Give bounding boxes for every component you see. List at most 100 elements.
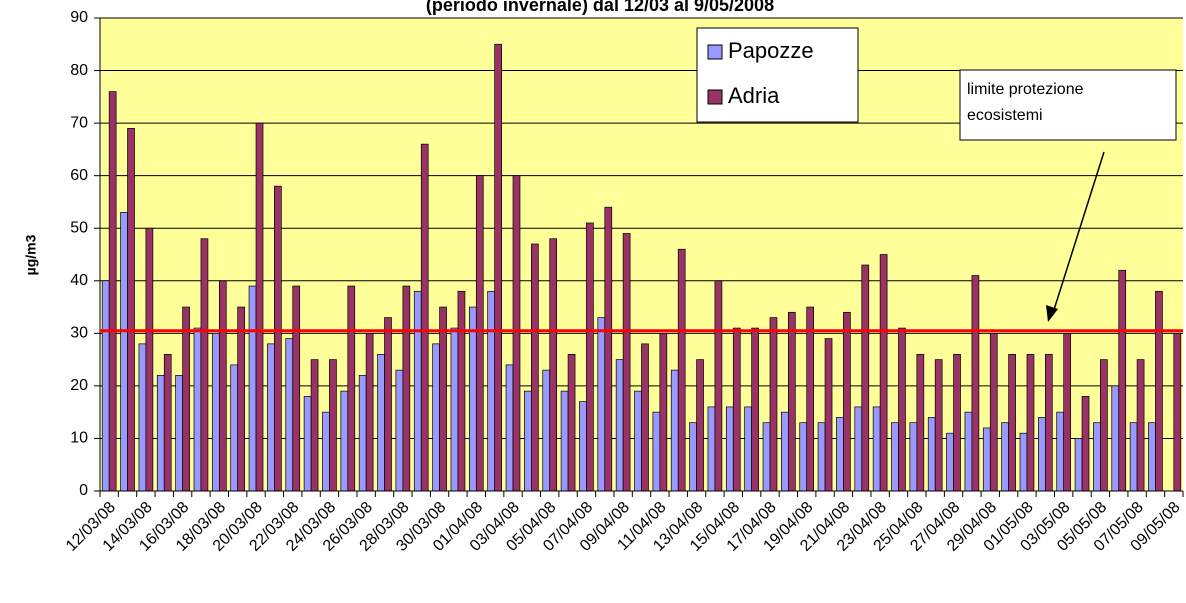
arrow-head	[1046, 305, 1058, 322]
bar	[1044, 354, 1053, 492]
bar	[725, 406, 734, 492]
bar	[854, 406, 863, 492]
bar	[248, 285, 257, 492]
bar	[787, 311, 796, 492]
bar	[1001, 422, 1009, 492]
bar	[145, 227, 154, 492]
y-tick-label: 40	[70, 272, 88, 289]
bar	[659, 332, 668, 492]
bar	[898, 327, 906, 492]
y-tick-label: 90	[70, 9, 88, 26]
bar	[622, 233, 631, 492]
legend-box	[696, 27, 859, 123]
bar	[806, 306, 815, 492]
bar	[384, 317, 392, 492]
bar	[781, 411, 789, 492]
annotation-box	[959, 69, 1177, 141]
bar	[1056, 411, 1065, 492]
bar	[1038, 417, 1046, 492]
bar	[420, 143, 429, 492]
bar	[872, 406, 881, 492]
bar	[762, 422, 771, 492]
bar	[211, 332, 220, 492]
bar	[395, 369, 404, 492]
bar	[292, 285, 301, 492]
bar	[732, 327, 741, 492]
bar	[108, 91, 117, 492]
bar	[1019, 432, 1028, 492]
bar	[946, 432, 954, 492]
bar	[1074, 438, 1083, 492]
bar	[751, 327, 759, 492]
bar	[285, 338, 294, 492]
bar	[634, 390, 642, 492]
bar	[1118, 269, 1127, 492]
bar	[156, 375, 165, 492]
bar	[696, 359, 704, 492]
legend-swatch	[707, 44, 723, 60]
bar	[127, 128, 135, 492]
bar	[413, 290, 422, 492]
bar	[377, 354, 385, 492]
bar	[689, 422, 697, 492]
y-axis-label: µg/m3	[23, 234, 39, 275]
bar	[891, 422, 899, 492]
bar	[255, 122, 264, 492]
annotation-text: ecosistemi	[967, 107, 1043, 124]
bar	[101, 280, 110, 492]
annotation-text: limite protezione	[967, 81, 1084, 98]
bar	[799, 422, 808, 492]
bar	[615, 359, 624, 492]
bar	[193, 327, 202, 492]
bar	[817, 422, 826, 492]
bar	[652, 411, 661, 492]
y-tick-label: 30	[70, 325, 88, 342]
bar	[953, 354, 961, 492]
bar	[432, 343, 440, 492]
y-tick-label: 20	[70, 377, 88, 394]
bar	[843, 311, 851, 492]
bar	[549, 238, 558, 492]
bar	[670, 369, 679, 492]
y-tick-label: 80	[70, 62, 88, 79]
legend-label: Papozze	[728, 38, 814, 63]
bar	[560, 390, 569, 492]
bar	[494, 43, 502, 492]
bar	[982, 427, 991, 492]
bar	[1026, 354, 1035, 492]
bar	[267, 343, 275, 492]
bar	[120, 212, 128, 492]
bar	[836, 417, 844, 492]
bar	[1100, 359, 1108, 492]
bar	[1063, 332, 1072, 492]
bar	[310, 359, 319, 492]
bar	[1148, 422, 1156, 492]
bar	[274, 185, 282, 492]
bar	[365, 332, 374, 492]
y-tick-label: 70	[70, 114, 88, 131]
bar	[971, 275, 980, 492]
bar	[879, 254, 888, 492]
bar	[916, 354, 925, 492]
bar	[707, 406, 716, 492]
bar	[230, 364, 239, 492]
bar	[824, 338, 833, 492]
bar	[1129, 422, 1138, 492]
bar	[579, 401, 587, 492]
bar	[604, 206, 613, 492]
bar	[989, 332, 998, 492]
bar	[531, 243, 539, 492]
bar	[934, 359, 943, 492]
bar	[200, 238, 209, 492]
bar	[1155, 290, 1163, 492]
bar	[457, 290, 466, 492]
bar	[505, 364, 514, 492]
chart-title: (periodo invernale) dal 12/03 al 9/05/20…	[426, 0, 774, 15]
bar	[567, 354, 576, 492]
bar	[402, 285, 411, 492]
bar	[138, 343, 147, 492]
y-tick-label: 0	[79, 482, 88, 499]
legend-swatch	[707, 89, 723, 105]
